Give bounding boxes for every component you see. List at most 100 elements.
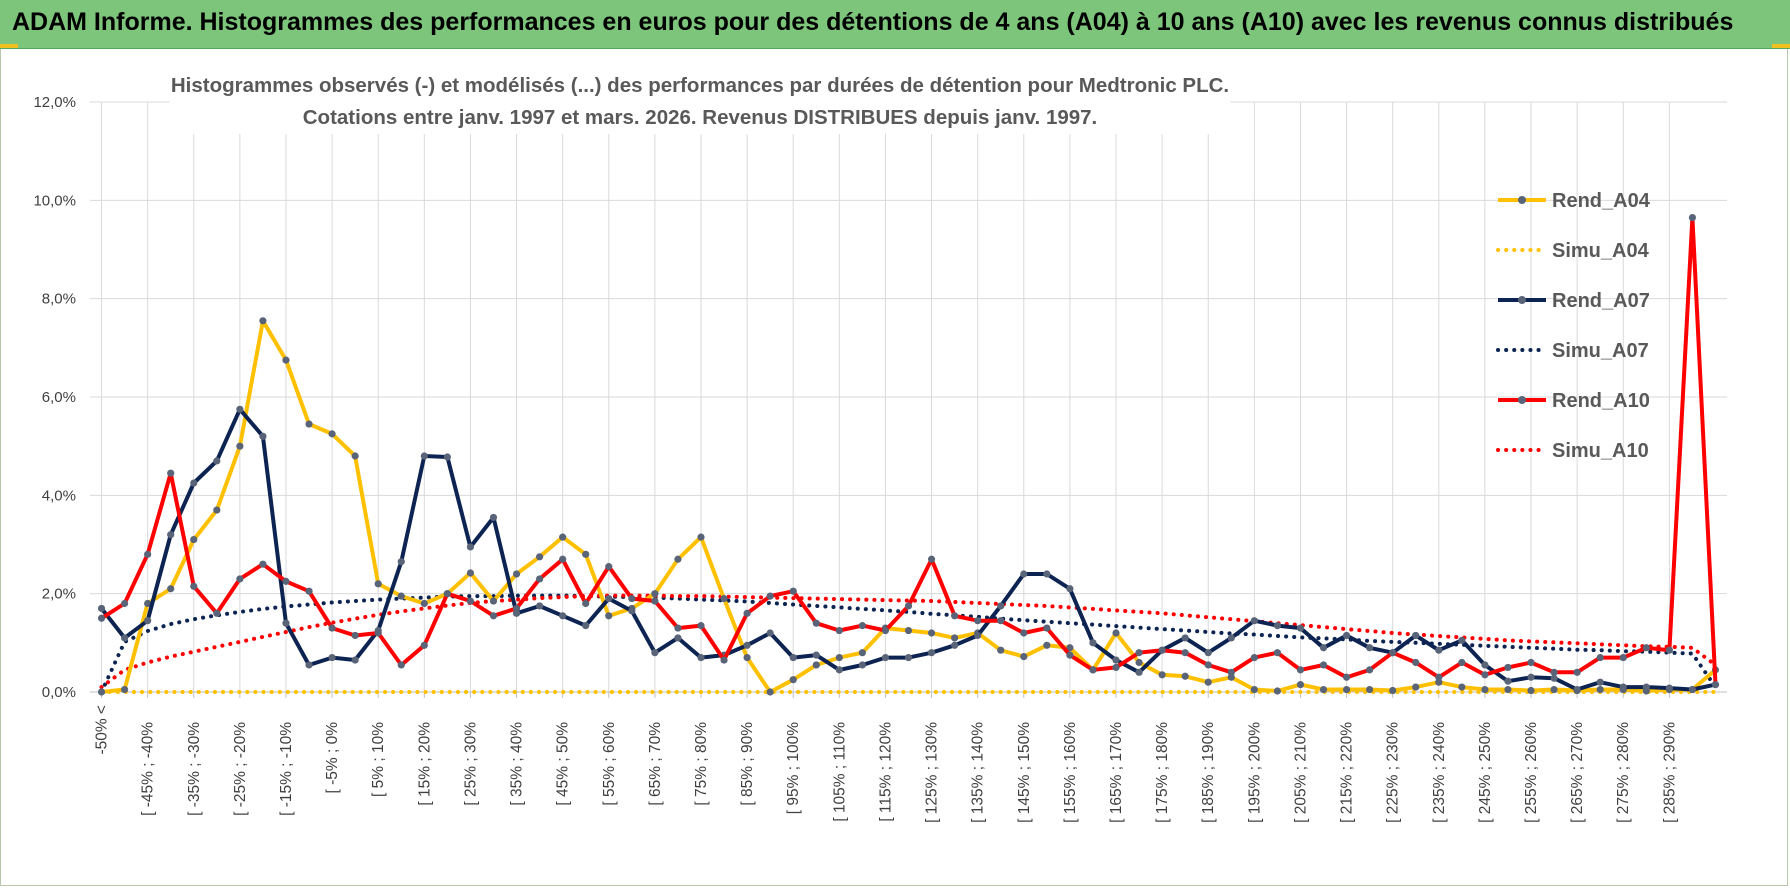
legend-label-simu-a07: Simu_A07 (1552, 340, 1649, 362)
x-tick-label: [ 165% ; 170% (1108, 722, 1125, 823)
marker-rend-a07 (443, 453, 451, 461)
marker-rend-a10 (858, 622, 866, 630)
marker-rend-a04 (1527, 686, 1535, 695)
x-tick-label: [ 125% ; 130% (924, 722, 941, 823)
marker-rend-a10 (213, 609, 221, 617)
marker-rend-a04 (743, 653, 751, 662)
marker-rend-a10 (1296, 666, 1305, 674)
marker-rend-a07 (328, 653, 336, 662)
marker-rend-a04 (489, 597, 498, 605)
marker-rend-a10 (1066, 651, 1074, 659)
marker-rend-a07 (420, 452, 428, 460)
marker-rend-a10 (812, 619, 820, 627)
marker-rend-a07 (213, 457, 221, 465)
series-lines (97, 213, 1720, 696)
marker-rend-a04 (789, 676, 797, 684)
header-corner-left (0, 44, 18, 48)
marker-rend-a07 (120, 634, 129, 642)
x-tick-label: [ 135% ; 140% (970, 722, 987, 823)
marker-rend-a07 (858, 661, 866, 669)
marker-rend-a04 (236, 442, 244, 450)
x-tick-label: [ -5% ; 0% (324, 722, 341, 794)
marker-rend-a10 (305, 587, 313, 595)
marker-rend-a04 (466, 569, 475, 577)
marker-rend-a10 (1504, 663, 1512, 672)
marker-rend-a07 (881, 653, 890, 662)
x-tick-label: [ 245% ; 250% (1477, 722, 1494, 823)
y-axis: 0,0% 2,0% 4,0% 6,0% 8,0% 10,0% 12,0% (33, 94, 76, 701)
marker-rend-a10 (1043, 624, 1051, 632)
marker-rend-a10 (1527, 658, 1535, 667)
legend-label-rend-a04: Rend_A04 (1552, 190, 1651, 212)
marker-rend-a04 (420, 599, 428, 608)
marker-rend-a10 (605, 563, 613, 571)
marker-rend-a10 (351, 631, 359, 640)
marker-rend-a10 (1181, 649, 1189, 657)
marker-rend-a10 (443, 590, 451, 598)
marker-rend-a04 (582, 550, 590, 558)
marker-rend-a07 (1020, 570, 1028, 578)
y-tick-label: 12,0% (33, 94, 76, 111)
marker-rend-a10 (1204, 661, 1212, 669)
legend-marker-rend-a10 (1518, 396, 1526, 404)
marker-rend-a10 (259, 560, 267, 568)
marker-rend-a07 (1458, 636, 1466, 644)
series-simu-a10 (99, 593, 1718, 690)
x-tick-label: [ 145% ; 150% (1016, 722, 1033, 823)
marker-rend-a07 (974, 631, 982, 640)
y-tick-label: 0,0% (42, 684, 76, 701)
marker-rend-a07 (674, 634, 682, 642)
marker-rend-a10 (1665, 646, 1673, 654)
x-tick-label: [ -45% ; -40% (140, 722, 157, 816)
marker-rend-a07 (1250, 617, 1258, 625)
marker-rend-a10 (904, 602, 913, 610)
x-tick-label: [ 175% ; 180% (1154, 722, 1171, 823)
marker-rend-a07 (282, 619, 290, 627)
marker-rend-a07 (766, 629, 774, 637)
marker-rend-a07 (190, 479, 198, 487)
marker-rend-a10 (1550, 668, 1558, 676)
marker-rend-a10 (697, 622, 705, 630)
marker-rend-a04 (1250, 685, 1258, 694)
marker-rend-a04 (674, 555, 682, 563)
marker-rend-a07 (305, 661, 313, 669)
marker-rend-a10 (144, 550, 152, 558)
marker-rend-a07 (904, 653, 913, 662)
marker-rend-a07 (236, 405, 244, 413)
marker-rend-a04 (512, 570, 521, 578)
legend-marker-rend-a07 (1518, 296, 1526, 304)
marker-rend-a10 (789, 587, 797, 595)
series-rend-a07 (99, 407, 1716, 692)
chart-title: Histogrammes observés (-) et modélisés (… (171, 74, 1229, 97)
marker-rend-a07 (1181, 634, 1189, 642)
marker-rend-a10 (1112, 663, 1120, 672)
marker-rend-a04 (1181, 672, 1189, 680)
marker-rend-a07 (1043, 570, 1051, 578)
marker-rend-a04 (651, 590, 659, 598)
marker-rend-a07 (1319, 644, 1328, 652)
x-tick-label: [ 215% ; 220% (1339, 722, 1356, 823)
legend: Rend_A04 Simu_A04 Rend_A07 Simu_A07 Rend_A10… (1496, 190, 1651, 462)
marker-rend-a10 (927, 555, 936, 563)
marker-rend-a07 (351, 656, 359, 664)
x-tick-label: [ 25% ; 30% (462, 722, 479, 806)
marker-rend-a10 (559, 555, 567, 563)
marker-rend-a04 (997, 646, 1005, 654)
marker-rend-a04 (720, 594, 728, 603)
marker-rend-a07 (1688, 685, 1697, 694)
x-tick-label: [ 225% ; 230% (1385, 722, 1402, 823)
marker-rend-a07 (489, 513, 498, 522)
marker-rend-a04 (559, 533, 567, 541)
marker-rend-a10 (190, 582, 198, 590)
marker-rend-a10 (97, 614, 106, 622)
header-corner-right (1772, 44, 1790, 48)
x-tick-label: [ 195% ; 200% (1246, 722, 1263, 823)
marker-rend-a07 (1273, 622, 1282, 630)
marker-rend-a04 (535, 553, 544, 561)
marker-rend-a07 (1066, 585, 1074, 593)
marker-rend-a04 (1366, 685, 1374, 694)
marker-rend-a10 (120, 599, 129, 608)
y-tick-label: 4,0% (42, 487, 76, 504)
marker-rend-a10 (1389, 649, 1397, 657)
